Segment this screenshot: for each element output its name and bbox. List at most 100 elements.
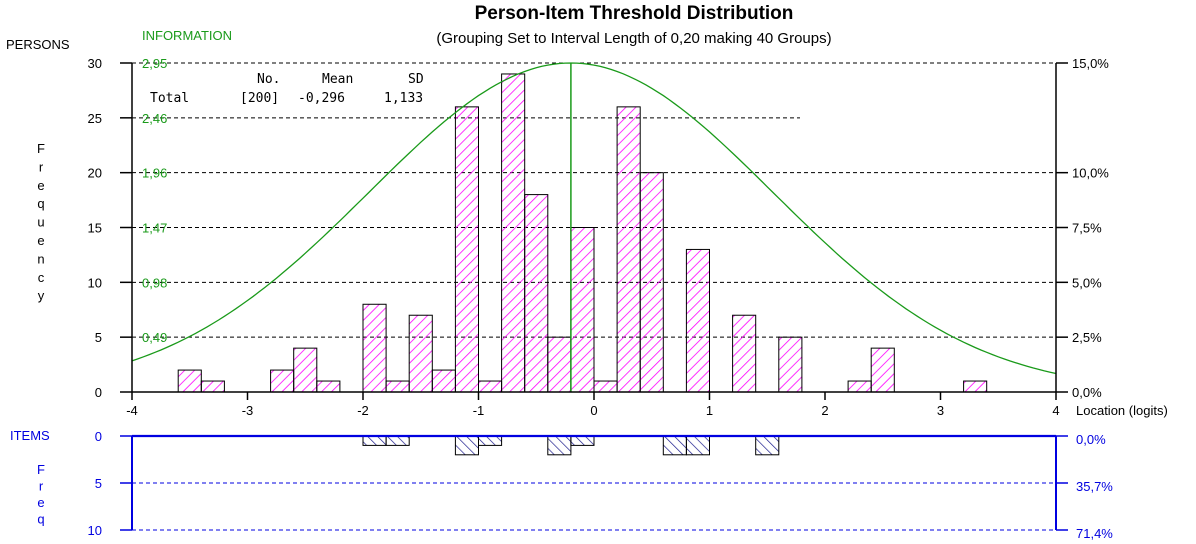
- information-curve: [131, 62, 1057, 375]
- axis-label-char: r: [39, 479, 44, 494]
- persons-label: PERSONS: [6, 37, 70, 52]
- x-tick-label: -1: [473, 403, 485, 418]
- item-bar: [570, 435, 595, 446]
- y-tick-label: 30: [88, 56, 102, 71]
- person-bar: [454, 106, 479, 393]
- axis-ticks: [120, 62, 1068, 531]
- information-tick-label: 2,46: [142, 111, 167, 126]
- x-tick-label: 1: [706, 403, 713, 418]
- person-bar: [270, 369, 295, 393]
- x-axis-label: Location (logits): [1076, 403, 1168, 418]
- item-bar: [478, 435, 503, 446]
- person-bar: [362, 303, 387, 393]
- items-right-tick-label: 0,0%: [1076, 432, 1106, 447]
- items-bars: [362, 435, 780, 456]
- right-tick-label: 7,5%: [1072, 221, 1102, 236]
- x-tick-label: 0: [590, 403, 597, 418]
- person-bar: [639, 172, 664, 393]
- person-bar: [778, 336, 803, 393]
- axis-label-char: u: [37, 215, 44, 230]
- person-bar: [431, 369, 456, 393]
- axis-tick-labels: 0510152025300,490,981,471,962,462,950,0%…: [88, 56, 1114, 541]
- right-tick-label: 15,0%: [1072, 56, 1109, 71]
- y-tick-label: 15: [88, 221, 102, 236]
- chart-title: Person-Item Threshold Distribution: [475, 3, 794, 24]
- item-bar: [454, 435, 479, 456]
- person-bar: [685, 248, 711, 393]
- information-tick-label: 0,49: [142, 330, 167, 345]
- person-bar: [200, 380, 225, 393]
- information-tick-label: 1,96: [142, 166, 167, 181]
- right-tick-label: 5,0%: [1072, 275, 1102, 290]
- information-tick-label: 0,98: [142, 275, 167, 290]
- person-bar: [524, 194, 549, 393]
- y-tick-label: 25: [88, 111, 102, 126]
- x-tick-label: 2: [821, 403, 828, 418]
- axis-label-char: e: [37, 233, 44, 248]
- y-tick-label: 20: [88, 166, 102, 181]
- person-bar: [847, 380, 872, 393]
- person-bar: [177, 369, 202, 393]
- summary-sd: 1,133: [384, 91, 423, 106]
- axis-label-char: r: [39, 159, 44, 174]
- person-bar: [593, 380, 618, 393]
- items-y-tick-label: 0: [95, 429, 102, 444]
- axis-label-char: q: [37, 512, 44, 527]
- right-tick-label: 2,5%: [1072, 330, 1102, 345]
- summary-table: No. Mean SD Total [200] -0,296 1,133: [150, 72, 424, 106]
- item-bar: [547, 435, 572, 456]
- person-bar: [870, 347, 895, 393]
- items-gridlines: [132, 482, 1056, 531]
- person-bar: [963, 380, 988, 393]
- x-tick-label: -4: [126, 403, 138, 418]
- item-bar: [385, 435, 410, 446]
- item-bar: [755, 435, 780, 456]
- x-tick-label: -2: [357, 403, 369, 418]
- axis-label-char: y: [38, 288, 45, 303]
- person-bar: [501, 73, 526, 393]
- axis-label-char: e: [37, 178, 44, 193]
- person-bar: [293, 347, 318, 393]
- items-right-tick-label: 35,7%: [1076, 479, 1113, 494]
- summary-header-mean: Mean: [322, 72, 353, 87]
- x-tick-label: 4: [1052, 403, 1059, 418]
- axis-label-char: F: [37, 141, 45, 156]
- y-tick-label: 5: [95, 330, 102, 345]
- items-y-tick-label: 10: [88, 523, 102, 538]
- person-bar: [570, 227, 595, 393]
- axis-label-char: F: [37, 462, 45, 477]
- x-tick-label: -3: [242, 403, 254, 418]
- summary-mean: -0,296: [298, 91, 345, 106]
- information-tick-label: 2,95: [142, 56, 167, 71]
- person-bar: [478, 380, 503, 393]
- x-tick-label: 3: [937, 403, 944, 418]
- summary-header-sd: SD: [408, 72, 424, 87]
- axis-label-char: n: [37, 251, 44, 266]
- chart-subtitle: (Grouping Set to Interval Length of 0,20…: [436, 30, 831, 47]
- person-bar: [408, 314, 433, 393]
- items-y-tick-label: 5: [95, 476, 102, 491]
- summary-header-no: No.: [257, 72, 280, 87]
- axis-label-char: e: [37, 495, 44, 510]
- right-tick-label: 0,0%: [1072, 385, 1102, 400]
- person-bar: [316, 380, 341, 393]
- information-tick-label: 1,47: [142, 221, 167, 236]
- right-tick-label: 10,0%: [1072, 166, 1109, 181]
- y-tick-label: 0: [95, 385, 102, 400]
- axis-label-char: c: [38, 270, 45, 285]
- y-tick-label: 10: [88, 275, 102, 290]
- axis-label-char: q: [37, 196, 44, 211]
- persons-bars: [177, 73, 988, 393]
- item-bar: [662, 435, 687, 456]
- information-label: INFORMATION: [142, 28, 232, 43]
- person-bar: [547, 336, 572, 393]
- item-bar: [362, 435, 387, 446]
- summary-count: [200]: [240, 91, 279, 106]
- summary-total-label: Total: [150, 91, 189, 106]
- person-bar: [385, 380, 410, 393]
- items-right-tick-label: 71,4%: [1076, 526, 1113, 541]
- items-label: ITEMS: [10, 428, 50, 443]
